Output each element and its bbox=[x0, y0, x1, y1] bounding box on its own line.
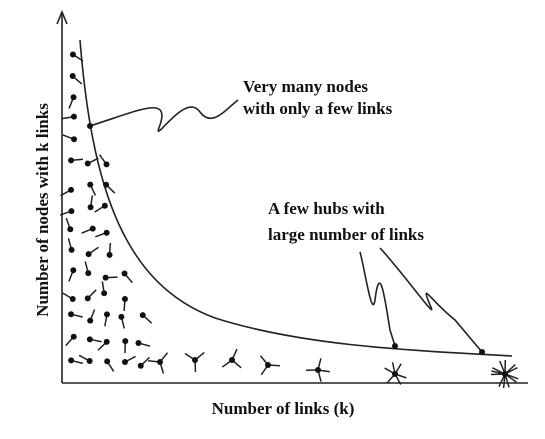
node-dot bbox=[102, 203, 108, 209]
node-dot bbox=[71, 114, 77, 120]
node-dot bbox=[70, 296, 76, 302]
node-dot bbox=[138, 363, 144, 369]
node-dot bbox=[85, 161, 91, 167]
node-dot bbox=[68, 208, 74, 214]
node-dot bbox=[104, 161, 110, 167]
node-dot bbox=[87, 358, 93, 364]
node-dot bbox=[70, 51, 76, 57]
node-dot bbox=[87, 182, 93, 188]
annotation-line: with only a few links bbox=[243, 99, 393, 118]
x-axis-label: Number of links (k) bbox=[212, 399, 355, 418]
node-dot bbox=[140, 312, 146, 318]
node-dot bbox=[122, 359, 128, 365]
node-dot bbox=[103, 182, 109, 188]
node-dot bbox=[71, 136, 77, 142]
node-dot bbox=[101, 290, 107, 296]
node-dot bbox=[315, 367, 321, 373]
node-dot bbox=[157, 359, 163, 365]
node-dot bbox=[68, 187, 74, 193]
node-dot bbox=[135, 340, 141, 346]
node-dot bbox=[86, 251, 92, 257]
y-axis-label: Number of nodes with k links bbox=[33, 103, 52, 317]
node-dot bbox=[85, 295, 91, 301]
node-dot bbox=[118, 314, 124, 320]
node-dot bbox=[103, 275, 109, 281]
node-dot bbox=[192, 357, 198, 363]
node-dot bbox=[87, 318, 93, 324]
diagram: Number of nodes with k links Number of l… bbox=[0, 0, 545, 439]
node-dot bbox=[90, 226, 96, 232]
node-dot bbox=[104, 311, 110, 317]
node-dot bbox=[122, 338, 128, 344]
annotation-line: Very many nodes bbox=[243, 77, 368, 96]
node-dot bbox=[69, 247, 75, 253]
node-dot bbox=[70, 73, 76, 79]
node bbox=[479, 349, 485, 355]
node-dot bbox=[88, 204, 94, 210]
node-dot bbox=[502, 371, 508, 377]
annotation-line: A few hubs with bbox=[268, 199, 385, 218]
node-dot bbox=[68, 357, 74, 363]
node-dot bbox=[392, 371, 398, 377]
node-dot bbox=[68, 157, 74, 163]
node-dot bbox=[68, 311, 74, 317]
node-dot bbox=[67, 226, 73, 232]
node-dot bbox=[71, 94, 77, 100]
annotation-line: large number of links bbox=[268, 225, 424, 244]
node-dot bbox=[229, 357, 235, 363]
node-dot bbox=[87, 336, 93, 342]
node bbox=[87, 123, 93, 129]
node-dot bbox=[122, 271, 128, 277]
node-dot bbox=[70, 267, 76, 273]
node-dot bbox=[104, 339, 110, 345]
node-dot bbox=[104, 358, 110, 364]
node-dot bbox=[104, 230, 110, 236]
node-dot bbox=[71, 334, 77, 340]
node-dot bbox=[85, 270, 91, 276]
node-dot bbox=[265, 362, 271, 368]
node-dot bbox=[122, 296, 128, 302]
node-dot bbox=[107, 252, 113, 258]
node bbox=[392, 343, 398, 349]
